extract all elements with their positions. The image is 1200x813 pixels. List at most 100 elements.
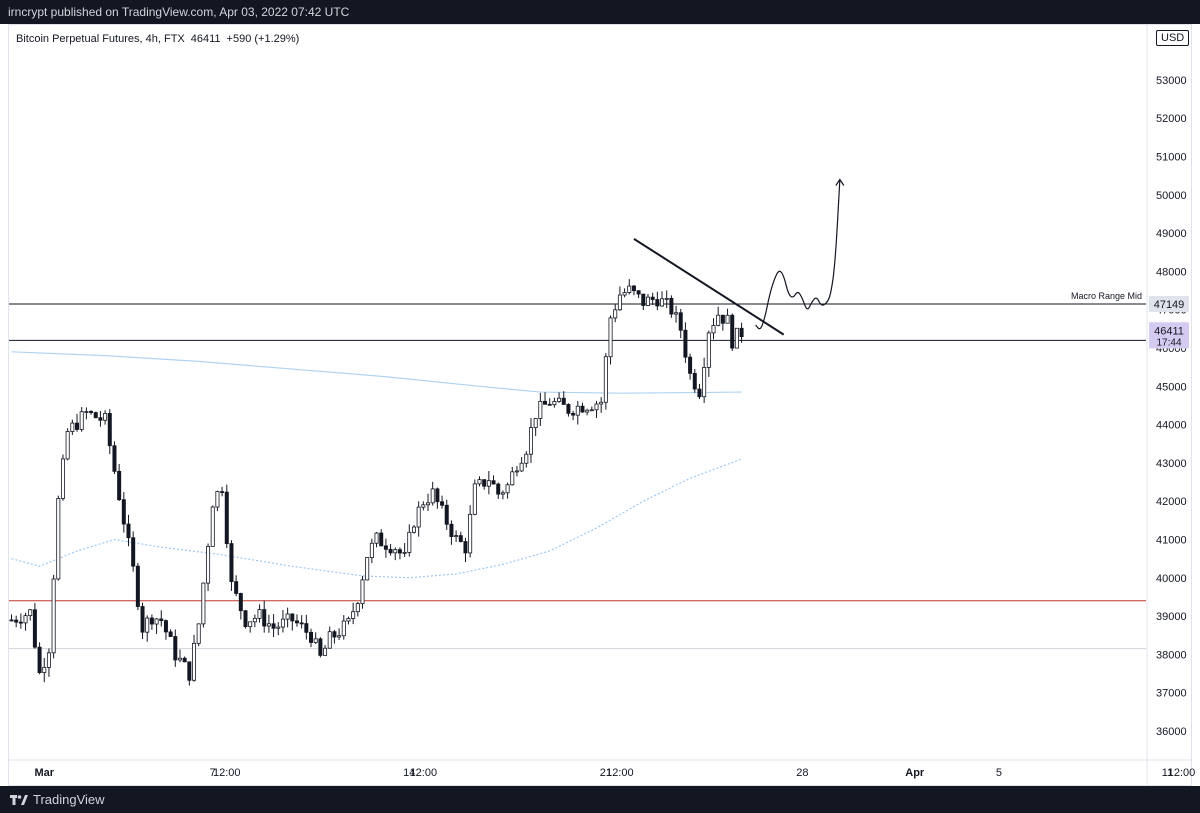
candle-body[interactable] (683, 329, 688, 358)
candle-body[interactable] (711, 324, 716, 334)
candle-body[interactable] (159, 618, 164, 622)
candle-body[interactable] (266, 623, 271, 627)
candle-body[interactable] (416, 506, 421, 528)
descending-trendline[interactable] (633, 238, 785, 336)
candle-body[interactable] (79, 411, 84, 430)
candle-body[interactable] (411, 526, 416, 533)
candle-body[interactable] (463, 541, 468, 554)
candle-body[interactable] (131, 537, 136, 567)
candle-body[interactable] (332, 631, 337, 638)
candle-body[interactable] (23, 615, 28, 624)
candle-body[interactable] (571, 412, 576, 416)
candle-body[interactable] (739, 327, 744, 338)
candle-body[interactable] (603, 356, 608, 403)
candle-body[interactable] (383, 545, 388, 550)
candle-body[interactable] (706, 332, 711, 368)
candle-body[interactable] (154, 618, 159, 625)
candle-body[interactable] (486, 480, 491, 487)
candle-body[interactable] (561, 397, 566, 405)
candle-body[interactable] (220, 491, 225, 493)
candle-body[interactable] (187, 661, 192, 681)
candle-body[interactable] (697, 388, 702, 398)
candle-body[interactable] (472, 483, 477, 515)
candle-body[interactable] (543, 400, 548, 405)
candle-body[interactable] (393, 549, 398, 554)
candle-body[interactable] (379, 532, 384, 547)
candle-body[interactable] (402, 552, 407, 554)
candle-body[interactable] (524, 453, 529, 464)
candle-body[interactable] (426, 502, 431, 506)
candle-body[interactable] (89, 411, 94, 413)
candle-body[interactable] (323, 647, 328, 656)
candle-body[interactable] (627, 285, 632, 293)
candle-body[interactable] (313, 638, 318, 643)
candle-body[interactable] (215, 491, 220, 508)
candle-body[interactable] (182, 657, 187, 663)
candle-body[interactable] (290, 613, 295, 622)
candle-body[interactable] (505, 484, 510, 494)
candle-body[interactable] (84, 411, 89, 413)
candle-body[interactable] (421, 504, 426, 508)
candle-body[interactable] (631, 285, 636, 292)
candle-body[interactable] (224, 491, 229, 544)
candle-body[interactable] (149, 617, 154, 625)
candle-body[interactable] (369, 542, 374, 558)
candle-body[interactable] (557, 397, 562, 402)
candle-body[interactable] (500, 492, 505, 495)
candle-body[interactable] (669, 297, 674, 315)
candle-body[interactable] (351, 611, 356, 619)
candle-body[interactable] (608, 317, 613, 358)
candle-body[interactable] (622, 292, 627, 296)
candle-body[interactable] (28, 609, 33, 617)
candle-body[interactable] (210, 506, 215, 547)
candle-body[interactable] (720, 314, 725, 324)
candle-body[interactable] (248, 621, 253, 628)
candle-body[interactable] (355, 603, 360, 613)
candle-body[interactable] (692, 372, 697, 390)
candle-body[interactable] (594, 403, 599, 411)
candle-body[interactable] (552, 401, 557, 406)
candle-body[interactable] (365, 557, 370, 581)
candle-body[interactable] (617, 294, 622, 311)
candle-body[interactable] (440, 501, 445, 506)
candle-body[interactable] (514, 470, 519, 473)
candle-body[interactable] (168, 631, 173, 637)
candle-body[interactable] (528, 427, 533, 455)
candle-body[interactable] (46, 652, 51, 668)
candle-body[interactable] (206, 545, 211, 584)
chart-panel[interactable] (8, 24, 1192, 786)
candle-body[interactable] (341, 620, 346, 637)
candle-body[interactable] (65, 431, 70, 460)
candle-body[interactable] (407, 531, 412, 553)
candle-body[interactable] (285, 613, 290, 620)
candle-body[interactable] (9, 619, 14, 622)
candle-body[interactable] (360, 579, 365, 605)
candle-body[interactable] (533, 418, 538, 429)
candle-body[interactable] (496, 483, 501, 495)
candle-body[interactable] (103, 413, 108, 421)
candle-body[interactable] (538, 400, 543, 419)
candle-body[interactable] (519, 462, 524, 472)
candle-body[interactable] (599, 401, 604, 405)
candle-body[interactable] (135, 565, 140, 607)
candle-body[interactable] (276, 626, 281, 629)
candle-body[interactable] (374, 532, 379, 544)
candle-body[interactable] (257, 609, 262, 619)
candle-body[interactable] (243, 610, 248, 628)
candle-body[interactable] (252, 617, 257, 623)
candle-body[interactable] (444, 504, 449, 525)
currency-label[interactable]: USD (1156, 30, 1190, 46)
candle-body[interactable] (60, 458, 65, 499)
candle-body[interactable] (234, 581, 239, 594)
candle-body[interactable] (121, 499, 126, 525)
candle-body[interactable] (294, 620, 299, 624)
candle-body[interactable] (18, 621, 23, 624)
candle-body[interactable] (196, 623, 201, 644)
candle-body[interactable] (37, 646, 42, 673)
candle-body[interactable] (435, 488, 440, 503)
candle-body[interactable] (589, 409, 594, 412)
candle-body[interactable] (730, 314, 735, 349)
candle-body[interactable] (309, 631, 314, 643)
candle-body[interactable] (75, 422, 80, 430)
